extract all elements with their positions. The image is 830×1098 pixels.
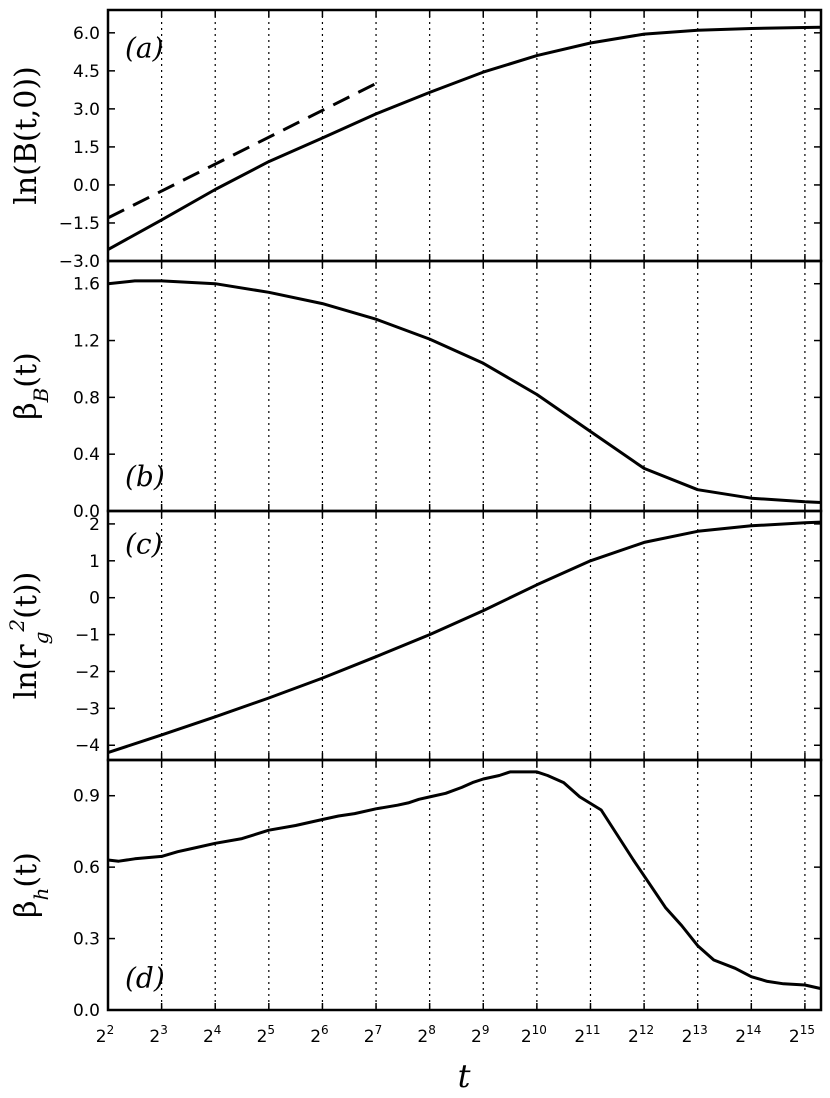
y-tick-label: 0.0 <box>73 502 100 522</box>
x-tick-label: 215 <box>789 1023 815 1047</box>
x-tick-label: 24 <box>203 1023 221 1047</box>
y-tick-label: 0.6 <box>73 858 100 878</box>
y-tick-label: −3.0 <box>59 252 100 272</box>
x-axis: 22 23 24 25 26 27 28 29 210 211 212 213 214 215 <box>96 1023 815 1047</box>
x-axis-label: t <box>458 1057 471 1095</box>
series-line-solid <box>107 25 822 251</box>
y-tick-label: −1 <box>75 626 100 646</box>
x-tick-label: 27 <box>364 1023 382 1047</box>
y-axis-label: βh(t) <box>9 852 53 918</box>
y-tick-label: −4 <box>75 736 100 756</box>
y-tick-label: 6.0 <box>73 24 100 44</box>
y-tick-label: 2 <box>89 515 100 535</box>
panel-label: (b) <box>125 460 165 493</box>
panel-a: −3.0 −1.5 0.0 1.5 3.0 4.5 6.0 (a) ln(B(t,0)) <box>9 8 823 272</box>
panel-d: 0.0 0.3 0.6 0.9 (d) βh(t) <box>9 758 823 1021</box>
x-tick-label: 214 <box>735 1023 761 1047</box>
y-tick-label: 1.5 <box>73 138 100 158</box>
panel-frame <box>106 758 823 1012</box>
y-tick-label: 0.0 <box>73 1001 100 1021</box>
x-tick-label: 213 <box>682 1023 708 1047</box>
x-tick-label: 22 <box>96 1023 114 1047</box>
x-tick-label: 29 <box>471 1023 489 1047</box>
panels: −3.0−1.50.01.53.04.56.0 (a)ln(B(t,0))0.00… <box>5 8 823 1021</box>
x-tick-label: 25 <box>257 1023 275 1047</box>
series-line-solid <box>107 770 822 991</box>
x-tick-label: 212 <box>628 1023 654 1047</box>
y-tick-label: −3 <box>75 699 100 719</box>
y-axis-label: βB(t) <box>9 352 53 420</box>
panel-b: 0.0 0.4 0.8 1.2 1.6 (b) βB(t) <box>9 259 823 522</box>
y-tick-label: 1 <box>89 552 100 572</box>
y-axis-label: ln(B(t,0)) <box>9 66 44 204</box>
y-tick-label: 0.0 <box>73 176 100 196</box>
y-tick-label: −1.5 <box>59 214 100 234</box>
series-line-solid <box>107 520 822 755</box>
x-tick-label: 210 <box>521 1023 547 1047</box>
y-tick-label: 1.2 <box>73 332 100 352</box>
series-line-dashed <box>107 82 377 220</box>
y-tick-label: 0.8 <box>73 388 100 408</box>
x-tick-label: 23 <box>149 1023 167 1047</box>
panel-c: −4 −3 −2 −1 0 1 2 (c) ln(rg2(t)) <box>5 509 823 762</box>
y-tick-label: 0.3 <box>73 930 100 950</box>
panel-label: (c) <box>125 527 163 560</box>
panel-label: (a) <box>125 32 164 65</box>
x-tick-label: 26 <box>310 1023 328 1047</box>
y-tick-label: 3.0 <box>73 100 100 120</box>
x-tick-label: 211 <box>574 1023 600 1047</box>
y-tick-label: 1.6 <box>73 275 100 295</box>
y-axis-label: ln(rg2(t)) <box>5 572 53 700</box>
panel-label: (d) <box>125 962 165 995</box>
y-tick-label: 0.9 <box>73 787 100 807</box>
y-tick-label: 4.5 <box>73 62 100 82</box>
y-tick-label: 0 <box>89 589 100 609</box>
x-tick-label: 28 <box>417 1023 435 1047</box>
y-tick-label: 0.4 <box>73 445 100 465</box>
series-line-solid <box>107 279 822 504</box>
y-tick-label: −2 <box>75 662 100 682</box>
